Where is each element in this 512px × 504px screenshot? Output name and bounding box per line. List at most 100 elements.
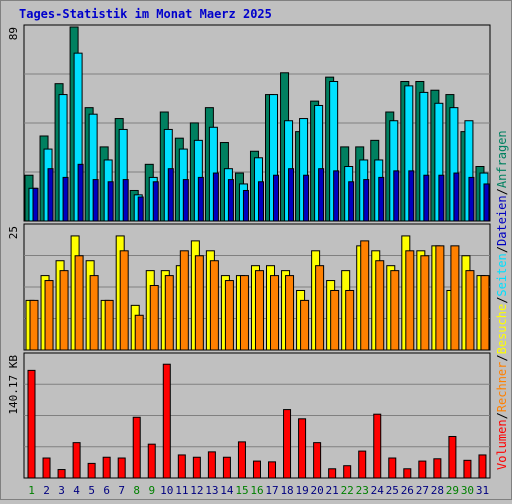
bar-volumen-day-29 bbox=[448, 435, 457, 479]
x-tick-label: 1 bbox=[28, 484, 35, 497]
bar-rechner-day-21 bbox=[330, 289, 340, 351]
bar-volumen-day-31 bbox=[478, 454, 487, 479]
bar-dateien-day-12 bbox=[197, 176, 204, 222]
bar-volumen-day-23 bbox=[358, 450, 367, 479]
legend-separator: / bbox=[495, 354, 509, 361]
legend-volumen: Volumen bbox=[495, 419, 509, 470]
bar-rechner-day-4 bbox=[74, 255, 84, 351]
x-tick-label: 28 bbox=[431, 484, 444, 497]
x-tick-label: 18 bbox=[280, 484, 293, 497]
bar-volumen-day-20 bbox=[313, 442, 322, 479]
bar-dateien-day-7 bbox=[122, 179, 129, 222]
bar-dateien-day-5 bbox=[92, 179, 99, 222]
bar-dateien-day-18 bbox=[288, 168, 295, 222]
bar-rechner-day-27 bbox=[420, 255, 430, 351]
bar-dateien-day-2 bbox=[47, 168, 54, 222]
bar-rechner-day-10 bbox=[164, 275, 174, 351]
bar-volumen-day-8 bbox=[132, 416, 141, 479]
x-tick-label: 7 bbox=[118, 484, 125, 497]
chart-title: Tages-Statistik im Monat Maerz 2025 bbox=[19, 7, 272, 21]
x-tick-label: 24 bbox=[371, 484, 385, 497]
x-tick-label: 3 bbox=[58, 484, 65, 497]
bar-volumen-day-18 bbox=[283, 409, 292, 479]
bar-rechner-day-18 bbox=[285, 275, 295, 351]
bar-rechner-day-7 bbox=[119, 250, 129, 351]
panel-1-ylabel: 89 bbox=[7, 27, 20, 40]
bar-dateien-day-28 bbox=[438, 174, 445, 222]
x-tick-label: 9 bbox=[148, 484, 155, 497]
bar-dateien-day-9 bbox=[152, 181, 159, 222]
legend-anfragen: Anfragen bbox=[495, 130, 509, 188]
bar-volumen-day-17 bbox=[268, 461, 277, 479]
bar-rechner-day-17 bbox=[270, 275, 280, 351]
bar-volumen-day-21 bbox=[328, 468, 337, 479]
bar-dateien-day-13 bbox=[212, 172, 219, 222]
bar-volumen-day-19 bbox=[298, 418, 307, 479]
bar-dateien-day-10 bbox=[167, 168, 174, 222]
bar-volumen-day-27 bbox=[418, 460, 427, 479]
x-tick-label: 27 bbox=[416, 484, 429, 497]
bar-dateien-day-19 bbox=[303, 174, 310, 222]
bar-volumen-day-1 bbox=[27, 369, 36, 479]
bar-dateien-day-16 bbox=[257, 181, 264, 222]
bar-dateien-day-14 bbox=[227, 179, 234, 222]
legend-rechner: Rechner bbox=[495, 362, 509, 413]
bar-rechner-day-25 bbox=[390, 270, 400, 351]
bar-rechner-day-2 bbox=[44, 280, 54, 351]
legend-separator: / bbox=[495, 297, 509, 304]
bar-rechner-day-24 bbox=[375, 260, 385, 351]
bar-volumen-day-7 bbox=[117, 457, 126, 479]
x-tick-label: 8 bbox=[133, 484, 140, 497]
bar-dateien-day-24 bbox=[378, 176, 385, 222]
bar-rechner-day-1 bbox=[29, 299, 39, 351]
bar-rechner-day-6 bbox=[104, 299, 114, 351]
bar-volumen-day-4 bbox=[72, 442, 81, 479]
legend-seiten: Seiten bbox=[495, 253, 509, 296]
x-tick-label: 25 bbox=[386, 484, 399, 497]
x-tick-label: 20 bbox=[311, 484, 324, 497]
bar-volumen-day-22 bbox=[343, 465, 352, 479]
x-tick-label: 12 bbox=[190, 484, 203, 497]
bar-volumen-day-26 bbox=[403, 468, 412, 479]
bar-volumen-day-6 bbox=[102, 456, 111, 479]
bar-dateien-day-17 bbox=[273, 174, 280, 222]
x-tick-label: 16 bbox=[250, 484, 263, 497]
bar-rechner-day-5 bbox=[89, 275, 99, 351]
bar-rechner-day-20 bbox=[315, 265, 325, 351]
bar-rechner-day-16 bbox=[254, 270, 264, 351]
x-tick-label: 23 bbox=[356, 484, 369, 497]
bar-rechner-day-15 bbox=[239, 275, 249, 351]
bar-dateien-day-27 bbox=[423, 174, 430, 222]
bar-volumen-day-2 bbox=[42, 457, 51, 479]
x-tick-label: 14 bbox=[220, 484, 234, 497]
x-tick-label: 21 bbox=[326, 484, 339, 497]
bar-rechner-day-3 bbox=[59, 270, 69, 351]
bar-rechner-day-23 bbox=[360, 240, 370, 351]
x-tick-label: 29 bbox=[446, 484, 459, 497]
x-tick-label: 2 bbox=[43, 484, 50, 497]
legend-separator: / bbox=[495, 188, 509, 195]
bar-dateien-day-3 bbox=[62, 176, 69, 222]
bar-dateien-day-4 bbox=[77, 163, 84, 222]
x-tick-label: 15 bbox=[235, 484, 248, 497]
bar-dateien-day-15 bbox=[242, 189, 249, 222]
bar-dateien-day-22 bbox=[348, 181, 355, 222]
bar-rechner-day-28 bbox=[435, 245, 445, 351]
x-tick-label: 30 bbox=[461, 484, 474, 497]
bar-dateien-day-30 bbox=[468, 176, 475, 222]
bar-dateien-day-26 bbox=[408, 170, 415, 222]
legend-besuche: Besuche bbox=[495, 304, 509, 355]
x-tick-label: 13 bbox=[205, 484, 218, 497]
bar-rechner-day-22 bbox=[345, 289, 355, 351]
bar-volumen-day-24 bbox=[373, 413, 382, 479]
legend-separator: / bbox=[495, 412, 509, 419]
bar-volumen-day-9 bbox=[147, 443, 156, 479]
bar-rechner-day-9 bbox=[149, 285, 159, 351]
bar-volumen-day-13 bbox=[207, 451, 216, 479]
panel-2-ylabel: 25 bbox=[7, 226, 20, 239]
bar-rechner-day-11 bbox=[179, 250, 189, 351]
bar-volumen-day-5 bbox=[87, 462, 96, 479]
x-tick-label: 10 bbox=[160, 484, 173, 497]
bar-dateien-day-11 bbox=[182, 179, 189, 222]
